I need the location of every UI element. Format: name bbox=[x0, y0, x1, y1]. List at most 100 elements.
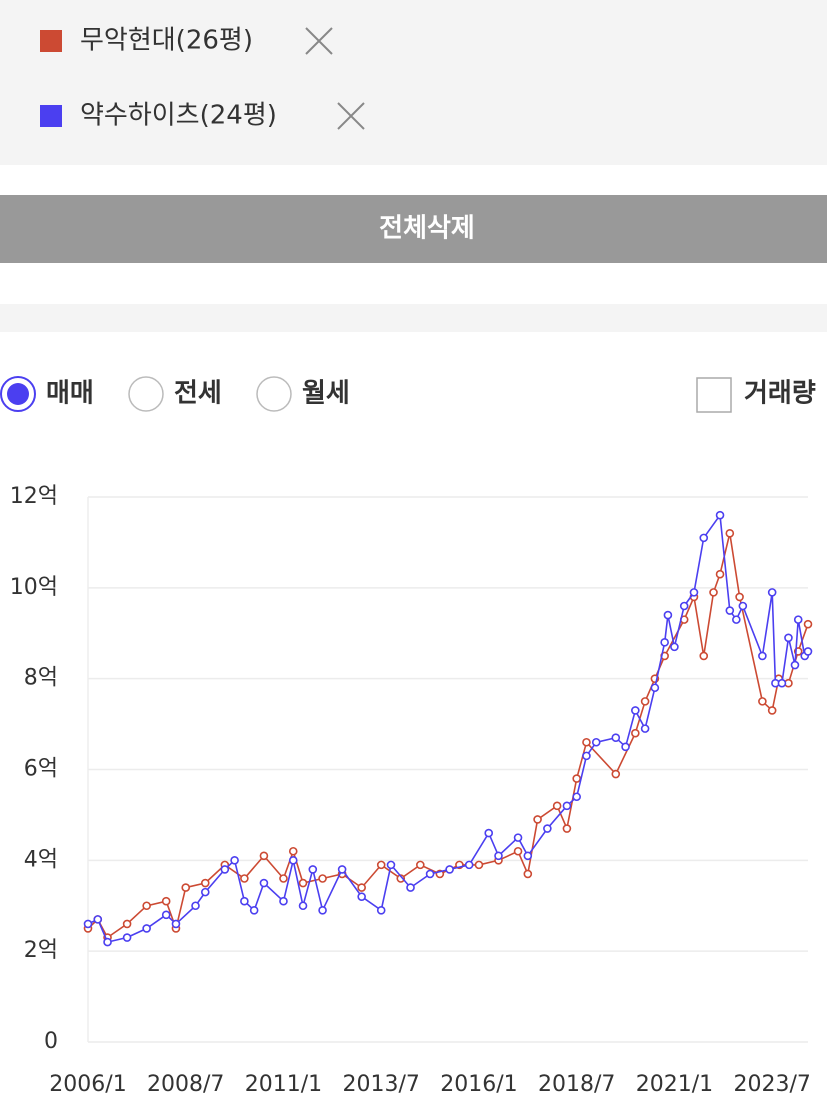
x-tick-label: 2006/1 bbox=[49, 1072, 126, 1097]
data-point bbox=[191, 901, 200, 911]
data-point bbox=[357, 883, 366, 892]
data-point bbox=[220, 865, 230, 874]
data-point bbox=[533, 815, 542, 824]
data-point bbox=[357, 892, 366, 901]
data-point bbox=[386, 860, 396, 870]
data-point bbox=[735, 592, 744, 602]
data-point bbox=[464, 860, 474, 870]
data-point bbox=[552, 801, 562, 811]
x-tick-label: 2023/7 bbox=[733, 1072, 810, 1097]
y-tick-label: 8억 bbox=[24, 666, 58, 691]
chart: 0 2억 4억 6억 8억 10억 12억 2006/1 2008/7 2011/1 2013/7 2… bbox=[10, 484, 813, 1097]
data-point bbox=[793, 615, 803, 624]
radio[interactable] bbox=[256, 376, 292, 412]
data-point bbox=[416, 860, 425, 870]
y-tick-label: 0 bbox=[44, 1029, 58, 1054]
data-point bbox=[279, 896, 288, 906]
remove-all-button[interactable] bbox=[0, 195, 827, 263]
data-point bbox=[631, 706, 640, 715]
data-point bbox=[640, 724, 650, 733]
data-point bbox=[523, 851, 533, 861]
data-point bbox=[572, 792, 581, 802]
data-point bbox=[562, 801, 572, 811]
data-point bbox=[715, 569, 725, 579]
data-point bbox=[611, 733, 621, 743]
data-point bbox=[376, 860, 386, 870]
x-tick-label: 2013/7 bbox=[343, 1072, 420, 1097]
data-point bbox=[725, 606, 735, 615]
y-tick-label: 12억 bbox=[10, 484, 58, 509]
data-point bbox=[767, 706, 777, 715]
data-point bbox=[308, 865, 318, 874]
data-point bbox=[240, 874, 249, 883]
data-point bbox=[621, 742, 630, 752]
data-point bbox=[406, 883, 415, 892]
data-point bbox=[699, 533, 709, 543]
y-tick-label: 6억 bbox=[24, 757, 58, 782]
radio-label: 매매 bbox=[46, 379, 94, 409]
x-tick-label: 2018/7 bbox=[538, 1072, 615, 1097]
x-tick-label: 2008/7 bbox=[147, 1072, 224, 1097]
data-point bbox=[494, 851, 503, 861]
x-tick-label: 2016/1 bbox=[440, 1072, 517, 1097]
data-point bbox=[689, 588, 699, 597]
data-point bbox=[484, 828, 494, 838]
data-point bbox=[660, 638, 669, 647]
data-point bbox=[240, 896, 249, 906]
data-point bbox=[337, 865, 347, 874]
data-point bbox=[200, 887, 210, 897]
data-point bbox=[738, 601, 748, 611]
button-label: 전체삭제 bbox=[379, 214, 475, 244]
data-point bbox=[474, 860, 484, 870]
legend-swatch bbox=[40, 30, 62, 52]
data-point bbox=[699, 651, 709, 661]
data-point bbox=[650, 683, 660, 693]
data-point bbox=[715, 510, 725, 520]
data-point bbox=[513, 833, 523, 842]
data-point bbox=[103, 937, 112, 947]
remove-icon[interactable] bbox=[337, 102, 365, 130]
data-point bbox=[523, 869, 533, 879]
data-point bbox=[767, 588, 777, 597]
data-point bbox=[249, 905, 259, 915]
data-point bbox=[122, 933, 132, 942]
data-point bbox=[259, 878, 269, 888]
data-point bbox=[725, 529, 735, 538]
data-point bbox=[803, 647, 813, 656]
data-point bbox=[122, 919, 132, 929]
radio[interactable] bbox=[128, 376, 164, 412]
radio-label: 월세 bbox=[302, 379, 350, 409]
data-point bbox=[732, 615, 741, 624]
data-point bbox=[142, 901, 151, 911]
data-point bbox=[279, 874, 288, 883]
data-point bbox=[790, 660, 800, 670]
remove-icon[interactable] bbox=[305, 27, 333, 55]
data-point bbox=[93, 915, 103, 924]
radio-label: 전세 bbox=[174, 379, 222, 409]
radio-dot bbox=[7, 383, 29, 405]
data-point bbox=[230, 856, 239, 865]
data-point bbox=[777, 678, 787, 688]
data-point bbox=[663, 610, 673, 620]
data-point bbox=[83, 919, 93, 929]
data-point bbox=[572, 774, 581, 783]
selected-item: 약수하이츠(24평) bbox=[80, 101, 277, 131]
data-point bbox=[543, 824, 552, 833]
data-point bbox=[376, 905, 386, 915]
checkbox[interactable] bbox=[696, 377, 732, 413]
selected-item: 무악현대(26평) bbox=[80, 26, 253, 56]
y-tick-label: 4억 bbox=[24, 847, 58, 872]
data-point bbox=[758, 651, 767, 661]
data-point bbox=[562, 824, 572, 833]
data-point bbox=[679, 601, 689, 611]
checkbox-label: 거래량 bbox=[744, 379, 816, 409]
data-point bbox=[611, 769, 621, 779]
data-point bbox=[298, 901, 308, 911]
data-point bbox=[200, 878, 210, 888]
y-tick-label: 10억 bbox=[10, 575, 58, 600]
data-point bbox=[288, 846, 298, 856]
data-point bbox=[513, 846, 523, 856]
data-point bbox=[784, 633, 793, 643]
data-point bbox=[171, 919, 181, 929]
